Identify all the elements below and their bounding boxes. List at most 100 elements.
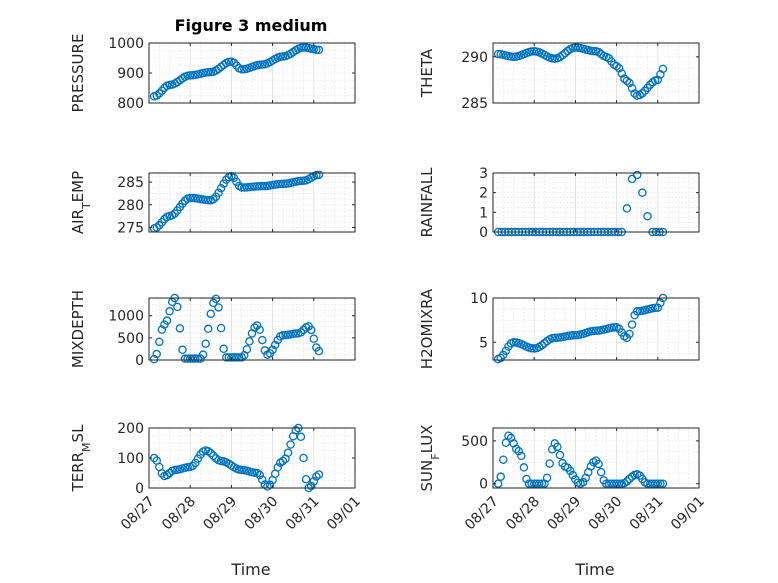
panel-terr-msl-marker	[237, 465, 246, 475]
panel-sun-flux-marker	[622, 477, 632, 486]
panel-mixdepth-marker	[203, 324, 213, 334]
panel-mixdepth-marker	[214, 303, 223, 312]
panel-sun-flux-marker	[568, 470, 578, 480]
panel-terr-msl-xtick-label: 08/30	[242, 494, 282, 534]
panel-sun-flux-y-axis-label: SUNFLUX	[418, 425, 442, 492]
panel-sun-flux-xtick-label: 08/29	[544, 494, 584, 534]
panel-theta-marker	[589, 46, 598, 56]
panel-air-temp-marker	[214, 188, 223, 198]
panel-h2omixra-marker	[609, 323, 619, 332]
panel-theta-marker	[612, 61, 621, 71]
panel-terr-msl-marker	[291, 425, 301, 435]
panel-theta-y-axis-label: THETA	[418, 48, 436, 98]
panel-h2omixra-marker	[571, 330, 580, 340]
panel-mixdepth-marker	[306, 325, 316, 335]
panel-sun-flux-marker	[614, 479, 624, 488]
panel-mixdepth-marker	[234, 353, 244, 362]
panel-mixdepth-marker	[191, 354, 200, 363]
panel-air-temp-marker	[209, 195, 218, 204]
panel-terr-msl-ytick-label: 100	[117, 451, 144, 467]
panel-rainfall-marker	[638, 188, 647, 197]
panel-rainfall-ytick-label: 3	[479, 166, 488, 182]
panel-h2omixra-marker	[653, 303, 663, 312]
panel-theta-marker	[509, 52, 518, 62]
panel-sun-flux-marker	[578, 477, 588, 487]
panel-mixdepth-marker	[314, 346, 324, 356]
panel-mixdepth-ytick-label: 500	[117, 331, 144, 347]
panel-pressure-marker	[237, 65, 246, 74]
panel-mixdepth-marker	[162, 316, 172, 325]
panel-terr-msl-marker	[191, 458, 200, 468]
panel-mixdepth-marker	[245, 337, 254, 346]
figure-title: Figure 3 medium	[175, 16, 328, 35]
panel-sun-flux-xtick-label: 08/30	[586, 494, 626, 534]
panel-sun-flux-marker	[499, 455, 508, 464]
panel-pressure-ytick-label: 1000	[108, 36, 144, 52]
panel-terr-msl-marker	[203, 446, 213, 456]
panel-mixdepth-marker	[193, 354, 203, 363]
panel-terr-msl-marker	[286, 440, 295, 449]
panel-theta-axes-box	[492, 42, 700, 104]
panel-terr-msl-marker	[314, 470, 324, 479]
panel-terr-msl-ytick-label: 200	[117, 421, 144, 437]
panel-terr-msl-marker	[170, 465, 179, 475]
panel-sun-flux-marker	[517, 451, 526, 461]
panel-theta-marker	[620, 74, 629, 83]
panel-theta-marker	[638, 89, 647, 98]
panel-sun-flux-xtick-label: 08/31	[627, 494, 667, 534]
panel-terr-msl-xtick-label: 08/28	[159, 494, 199, 534]
panel-h2omixra-marker	[591, 326, 601, 336]
panel-terr-msl-y-axis-label: TERRMSL	[69, 424, 93, 493]
panel-terr-msl-marker	[309, 476, 319, 486]
panel-mixdepth-ytick-label: 0	[135, 353, 144, 369]
panel-sun-flux-marker	[594, 459, 603, 469]
panel-mixdepth-marker	[258, 335, 267, 345]
panel-rainfall-ytick-label: 1	[479, 205, 488, 221]
panel-pressure-marker	[299, 43, 308, 52]
panel-theta-marker	[614, 63, 624, 73]
panel-mixdepth-marker	[211, 294, 221, 304]
panel-terr-msl-marker	[183, 462, 192, 472]
panel-pressure-marker	[214, 64, 223, 74]
panel-pressure-marker	[203, 67, 213, 77]
panel-air-temp-axes-box	[148, 172, 356, 233]
panel-sun-flux-xtick-label: 08/27	[462, 494, 502, 534]
panel-h2omixra-marker	[627, 320, 637, 329]
panel-h2omixra-marker	[499, 350, 508, 360]
panel-pressure-marker	[314, 45, 324, 55]
panel-mixdepth-marker	[237, 353, 246, 362]
panel-terr-msl-marker	[255, 470, 264, 480]
panel-mixdepth-marker	[149, 354, 159, 364]
panel-rainfall-axes-box	[492, 172, 700, 233]
panel-mixdepth-marker	[242, 345, 252, 354]
panel-terr-msl-xtick-label: 08/27	[118, 494, 158, 534]
panel-h2omixra-marker	[501, 346, 511, 355]
panel-theta-ytick-label: 290	[461, 50, 488, 66]
panel-air-temp-marker	[314, 170, 324, 180]
panel-theta-ytick-label: 285	[461, 96, 488, 112]
panel-theta-marker	[625, 78, 634, 88]
panel-mixdepth-marker	[155, 337, 164, 347]
panel-mixdepth-marker	[152, 349, 161, 359]
panel-mixdepth-ytick-label: 1000	[108, 309, 144, 325]
panel-terr-msl-marker	[258, 475, 267, 484]
panel-mixdepth-marker	[291, 329, 301, 338]
panel-terr-msl-xtick-label: 09/01	[324, 494, 364, 534]
panel-mixdepth-marker	[178, 345, 187, 355]
panel-sun-flux-marker	[511, 444, 521, 454]
panel-theta-marker	[493, 49, 503, 59]
panel-terr-msl-marker	[250, 468, 259, 478]
panel-rainfall-ytick-label: 0	[479, 225, 488, 241]
panel-theta-marker	[617, 69, 627, 78]
panel-terr-msl-ytick-label: 0	[135, 481, 144, 497]
panel-sun-flux-marker	[545, 459, 554, 468]
panel-theta-marker	[645, 80, 655, 90]
panel-sun-flux-marker	[496, 472, 505, 481]
panel-terr-msl-xtick-label: 08/31	[283, 494, 323, 534]
panel-air-temp-ytick-label: 280	[117, 198, 144, 214]
panel-air-temp-y-axis-label: AIRTEMP	[69, 171, 93, 234]
panel-mixdepth-marker	[309, 334, 319, 343]
x-axis-label-right: Time	[574, 560, 614, 579]
panel-h2omixra-ytick-label: 5	[479, 335, 488, 351]
panel-pressure-marker	[229, 58, 239, 67]
